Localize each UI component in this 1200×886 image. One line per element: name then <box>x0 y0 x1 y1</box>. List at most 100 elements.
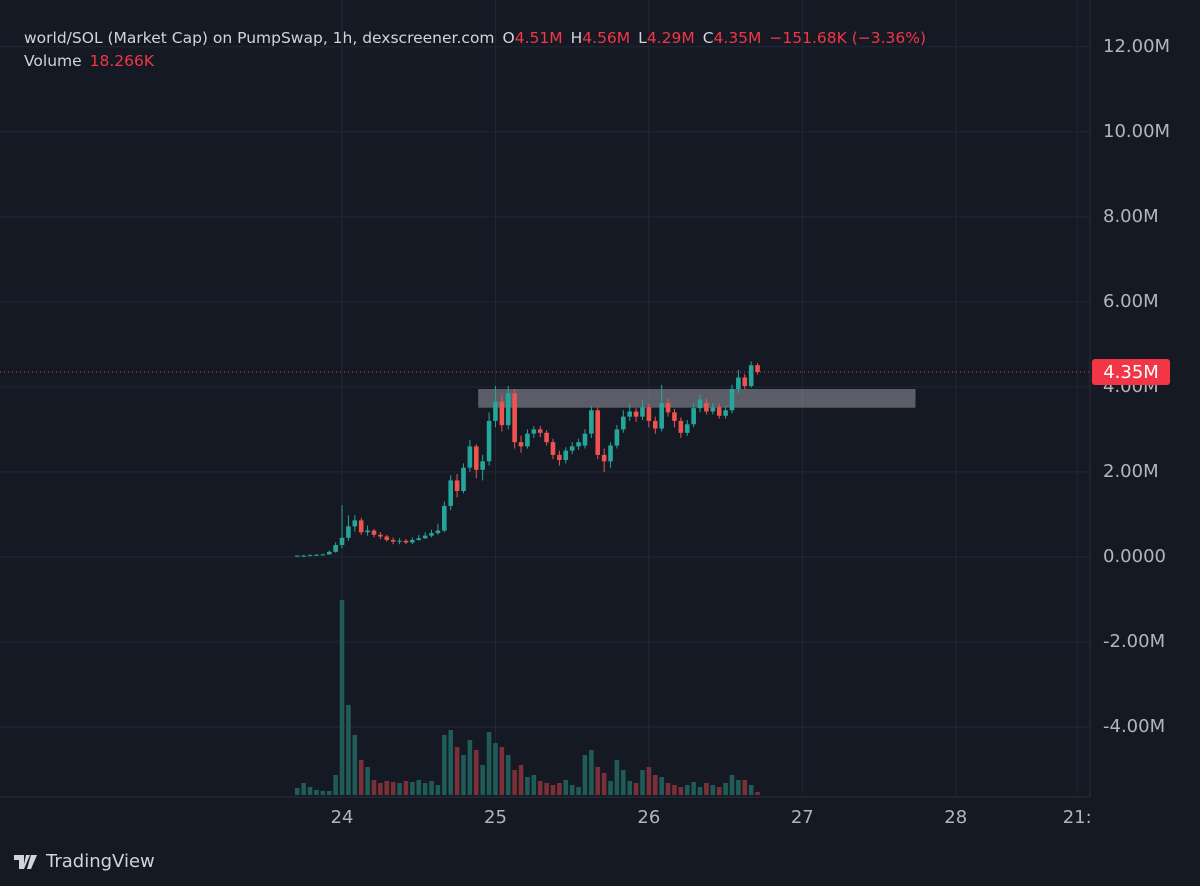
candle-body <box>333 545 338 552</box>
volume-bar <box>659 777 664 795</box>
candle-body <box>442 505 447 531</box>
price-tag: 4.35M <box>1103 362 1159 383</box>
candle-body <box>723 410 728 416</box>
candle-body <box>557 454 562 460</box>
volume-bar <box>640 770 645 795</box>
candle-body <box>410 539 415 543</box>
volume-bar <box>646 767 652 795</box>
volume-value: 18.266K <box>90 52 155 70</box>
volume-bar <box>748 785 754 795</box>
candle-body <box>550 442 556 455</box>
candle-body <box>633 411 639 417</box>
y-tick-label: 0.0000 <box>1103 546 1166 567</box>
candle-body <box>736 377 741 389</box>
candle-body <box>518 442 524 447</box>
candle-body <box>678 420 684 433</box>
candle-body <box>531 429 537 434</box>
candle-body <box>672 412 677 421</box>
candle-body <box>416 538 422 540</box>
candle-body <box>621 416 626 430</box>
candle-body <box>301 555 306 557</box>
ohlc-value: 4.51M <box>515 29 563 47</box>
volume-bar <box>512 770 517 795</box>
candle-body <box>595 410 601 455</box>
candle-body <box>710 407 716 412</box>
candle-body <box>537 429 543 433</box>
ohlc-value: 4.29M <box>647 29 695 47</box>
volume-bar <box>467 740 473 795</box>
candle-body <box>371 530 377 535</box>
volume-bar <box>314 790 319 795</box>
x-tick-label: 26 <box>637 807 660 828</box>
candle-body <box>697 399 703 409</box>
volume-bar <box>410 782 415 795</box>
volume-bar <box>403 781 409 795</box>
volume-bar <box>665 783 671 795</box>
ohlc-key: L <box>638 29 647 47</box>
volume-bar <box>627 781 633 795</box>
candle-body <box>435 530 441 534</box>
candle-body <box>755 365 760 372</box>
volume-bar <box>678 787 684 795</box>
ohlc-key: O <box>503 29 515 47</box>
volume-bar <box>294 788 300 795</box>
candle-body <box>314 554 319 556</box>
volume-bar <box>608 781 613 795</box>
candle-body <box>294 555 300 557</box>
candle-body <box>569 446 575 451</box>
volume-bar <box>454 747 460 795</box>
volume-bar <box>422 783 428 795</box>
ohlc-value: 4.35M <box>714 29 762 47</box>
volume-bar <box>448 730 454 795</box>
volume-bar <box>589 750 594 795</box>
x-tick-label: 21: <box>1063 807 1092 828</box>
candle-body <box>467 446 473 468</box>
candle-body <box>358 520 364 533</box>
candle-body <box>390 539 396 542</box>
candle-body <box>326 551 332 555</box>
candle-body <box>473 446 479 470</box>
volume-bar <box>691 782 696 795</box>
volume-bar <box>397 783 402 795</box>
candle-body <box>320 554 326 556</box>
candle-body <box>346 526 351 538</box>
y-tick-label: -2.00M <box>1103 631 1165 652</box>
volume-bar <box>582 755 588 795</box>
candle-body <box>339 537 345 546</box>
candle-body <box>608 445 613 462</box>
candle-body <box>576 442 581 447</box>
candle-body <box>544 432 549 443</box>
ohlc-legend: O4.51M H4.56M L4.29M C4.35M <box>503 29 762 47</box>
ohlc-key: C <box>703 29 714 47</box>
candle-body <box>352 520 358 527</box>
candle-body <box>729 388 735 411</box>
candle-body <box>589 410 594 434</box>
candle-body <box>422 535 428 539</box>
plot <box>0 361 1090 795</box>
candle-body <box>563 450 569 460</box>
y-tick-label: -4.00M <box>1103 716 1165 737</box>
candle-body <box>684 424 690 433</box>
volume-bar <box>320 791 326 795</box>
volume-bar <box>384 781 390 795</box>
volume-bar <box>697 787 703 795</box>
volume-bar <box>493 743 498 795</box>
candle-body <box>582 433 588 446</box>
volume-bar <box>352 735 358 795</box>
volume-bar <box>333 775 338 795</box>
candle-body <box>614 429 620 446</box>
chart-header: world/SOL (Market Cap) on PumpSwap, 1h, … <box>24 29 926 47</box>
volume-bar <box>339 600 345 795</box>
candle-body <box>448 480 454 506</box>
volume-bar <box>633 783 639 795</box>
volume-bar <box>742 780 748 795</box>
volume-bar <box>563 780 569 795</box>
volume-bar <box>710 785 716 795</box>
volume-bar <box>614 760 620 795</box>
candle-body <box>307 555 313 557</box>
volume-bar <box>442 735 447 795</box>
volume-bar <box>371 780 377 795</box>
candle-body <box>748 365 754 387</box>
volume-bar <box>621 770 626 795</box>
